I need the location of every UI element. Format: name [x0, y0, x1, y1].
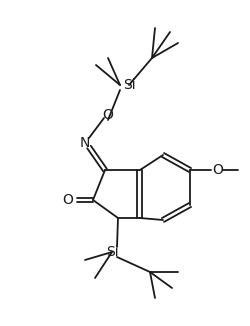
Text: O: O	[212, 163, 222, 177]
Text: Si: Si	[105, 245, 118, 259]
Text: Si: Si	[122, 78, 135, 92]
Text: O: O	[62, 193, 73, 207]
Text: O: O	[102, 108, 113, 122]
Text: N: N	[80, 136, 90, 150]
